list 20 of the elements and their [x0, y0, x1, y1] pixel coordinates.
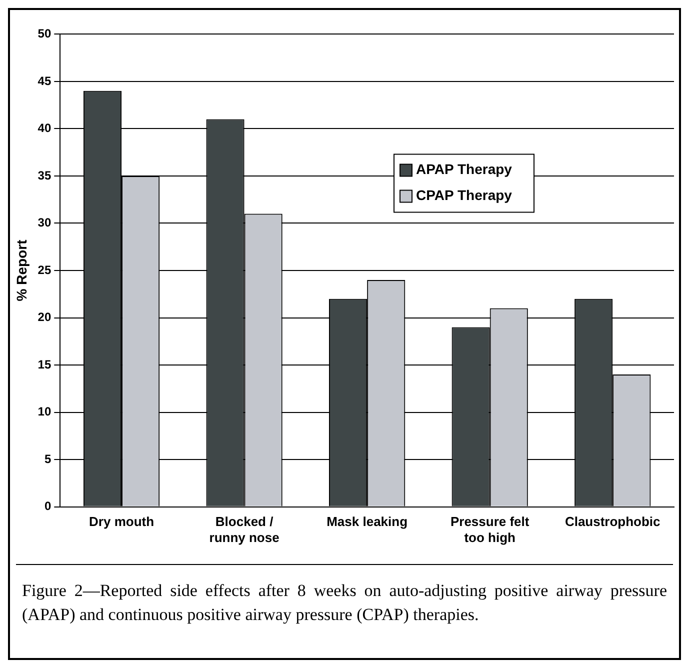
x-tick-label: Blocked / runny nose	[209, 514, 280, 545]
x-tick-label: Claustrophobic	[564, 514, 660, 530]
x-tick-label: Dry mouth	[89, 514, 154, 530]
y-axis-title: % Report	[13, 239, 30, 302]
x-tick-label: Mask leaking	[326, 514, 408, 530]
y-tick-label: 45	[38, 74, 52, 88]
x-tick-label: Pressure felt too high	[450, 514, 530, 545]
y-tick-label: 0	[44, 499, 52, 514]
y-tick-label: 5	[44, 452, 52, 466]
y-tick-label: 15	[38, 357, 52, 372]
legend-label: CPAP Therapy	[416, 187, 512, 204]
y-tick-label: 25	[38, 262, 52, 277]
caption: Figure 2—Reported side effects after 8 weeks on auto-adjusting positive airway pressure (APAP) and continuous positive airway pressure (CPAP) therapies.	[22, 580, 667, 626]
y-tick-label: 50	[38, 26, 52, 41]
legend-label: APAP Therapy	[416, 161, 512, 178]
y-tick-label: 20	[38, 310, 52, 324]
y-tick-label: 30	[38, 216, 52, 230]
y-tick-label: 10	[38, 404, 52, 419]
y-tick-label: 35	[38, 168, 52, 182]
y-tick-label: 40	[38, 121, 52, 136]
